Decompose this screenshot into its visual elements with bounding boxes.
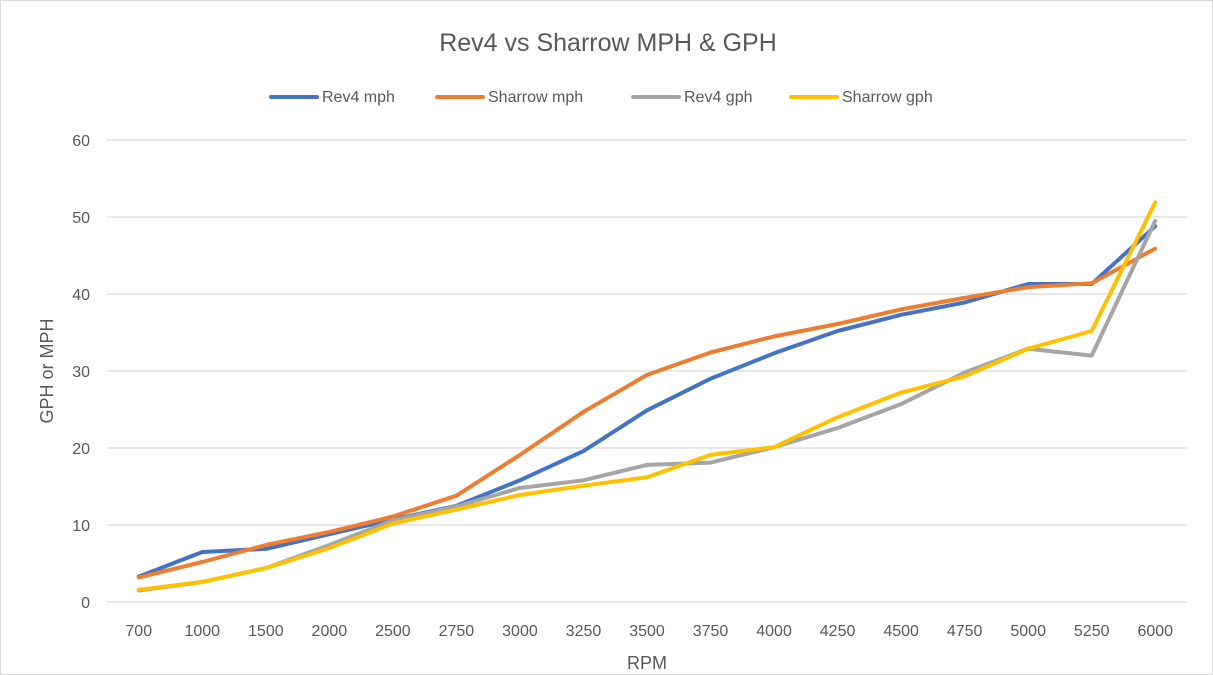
- x-tick-label: 3000: [502, 623, 538, 640]
- x-tick-label: 5000: [1010, 623, 1046, 640]
- x-tick-label: 2500: [375, 623, 411, 640]
- x-tick-label: 3250: [566, 623, 602, 640]
- legend-label: Rev4 mph: [322, 89, 395, 106]
- legend-label: Rev4 gph: [684, 89, 753, 106]
- y-axis-ticks: 0 10 20 30 40 50 60: [72, 133, 90, 612]
- x-tick-label: 700: [125, 623, 152, 640]
- series-line-rev4-mph: [136, 224, 1158, 579]
- legend-label: Sharrow mph: [488, 89, 583, 106]
- series-lines: [136, 200, 1158, 593]
- x-tick-label: 4500: [883, 623, 919, 640]
- series-line-sharrow-mph: [136, 246, 1158, 580]
- x-tick-label: 5250: [1074, 623, 1110, 640]
- x-tick-label: 3750: [693, 623, 729, 640]
- x-tick-label: 6000: [1137, 623, 1173, 640]
- y-axis-label: GPH or MPH: [37, 318, 57, 423]
- x-axis-label: RPM: [627, 653, 667, 673]
- y-tick-label: 20: [72, 441, 90, 458]
- legend: Rev4 mph Sharrow mph Rev4 gph Sharrow gph: [269, 89, 933, 106]
- y-tick-label: 0: [81, 595, 90, 612]
- legend-label: Sharrow gph: [842, 89, 933, 106]
- gridlines: [107, 139, 1187, 603]
- series-line-sharrow-gph: [136, 200, 1158, 592]
- x-tick-label: 4750: [947, 623, 983, 640]
- x-tick-label: 3500: [629, 623, 665, 640]
- y-tick-label: 50: [72, 210, 90, 227]
- x-axis-ticks: 700 1000 1500 2000 2500 2750 3000 3250 3500 3750 4…: [125, 623, 1173, 640]
- y-tick-label: 10: [72, 518, 90, 535]
- y-tick-label: 40: [72, 287, 90, 304]
- chart-title: Rev4 vs Sharrow MPH & GPH: [439, 29, 777, 57]
- y-tick-label: 60: [72, 133, 90, 150]
- x-tick-label: 4000: [756, 623, 792, 640]
- x-tick-label: 1000: [184, 623, 220, 640]
- x-tick-label: 2000: [312, 623, 348, 640]
- y-tick-label: 30: [72, 364, 90, 381]
- x-tick-label: 1500: [248, 623, 284, 640]
- x-tick-label: 4250: [820, 623, 856, 640]
- x-tick-label: 2750: [439, 623, 475, 640]
- series-line-rev4-gph: [136, 218, 1158, 593]
